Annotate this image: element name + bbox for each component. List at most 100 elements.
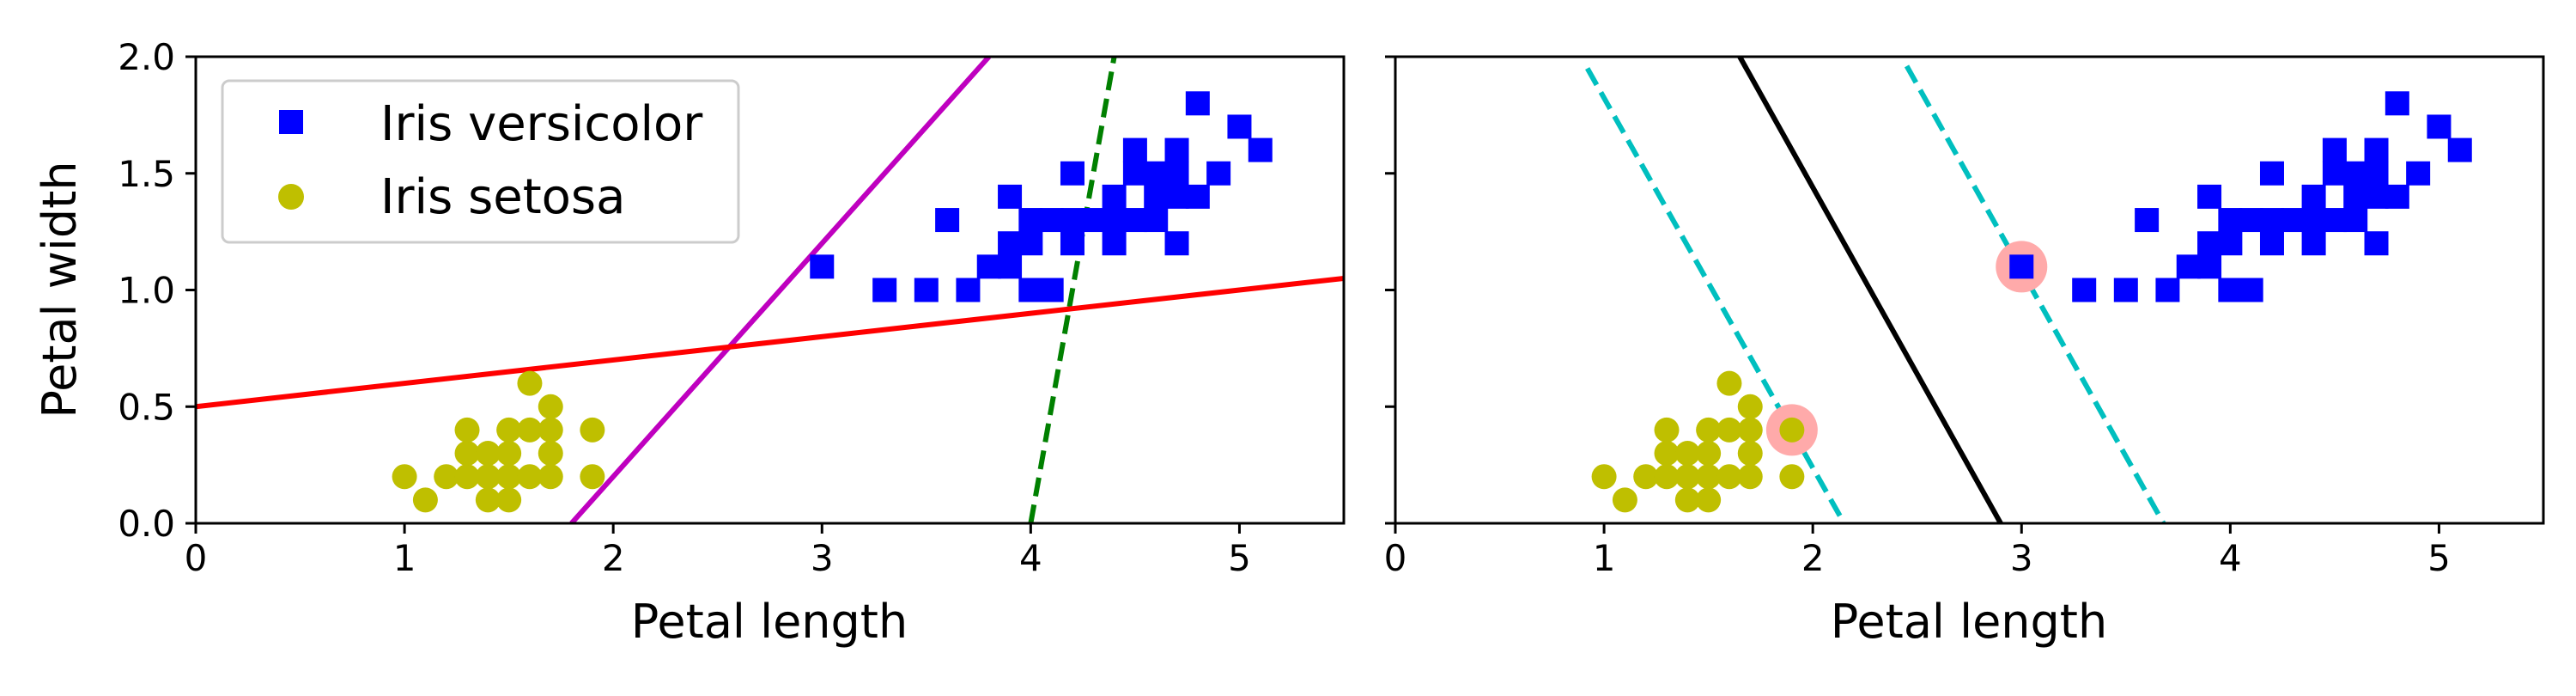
versicolor-point [1122, 208, 1147, 233]
versicolor-point [2259, 161, 2284, 186]
versicolor-point [1039, 208, 1064, 233]
setosa-point [392, 464, 417, 490]
setosa-point [475, 441, 501, 467]
versicolor-point [1164, 137, 1189, 162]
setosa-point [1779, 464, 1805, 490]
versicolor-point [976, 254, 1001, 279]
versicolor-point [2197, 254, 2222, 279]
versicolor-point [1060, 208, 1084, 233]
versicolor-point [2281, 208, 2306, 233]
versicolor-point [2009, 254, 2034, 279]
setosa-point [1654, 464, 1680, 490]
setosa-point [1591, 464, 1617, 490]
versicolor-point [2218, 231, 2243, 256]
setosa-point [517, 464, 543, 490]
versicolor-point [2406, 161, 2431, 186]
setosa-point [1716, 370, 1742, 396]
versicolor-point [998, 184, 1023, 209]
legend-box [221, 79, 740, 244]
setosa-point [496, 417, 522, 443]
x-tick-label: 2 [602, 537, 625, 579]
boundary-line-0 [1028, 57, 1117, 523]
x-tick-label: 5 [2427, 537, 2451, 579]
versicolor-point [1018, 231, 1043, 256]
versicolor-point [2364, 161, 2389, 186]
setosa-point [496, 464, 522, 490]
versicolor-point [1206, 161, 1231, 186]
setosa-point [434, 464, 459, 490]
setosa-point [475, 487, 501, 513]
right-plot: 0 1 2 3 4 5 Petal length [1384, 55, 2545, 649]
versicolor-point [872, 278, 897, 302]
setosa-point [1654, 417, 1680, 443]
versicolor-point [2155, 278, 2180, 302]
boundary-line-0 [1737, 57, 2003, 523]
y-axis-label: Petal width [33, 161, 87, 418]
setosa-point [1737, 417, 1763, 443]
versicolor-point [2197, 231, 2222, 256]
setosa-point [1674, 441, 1700, 467]
versicolor-point [2364, 184, 2389, 209]
versicolor-point [2364, 231, 2389, 256]
boundary-line-2 [1904, 64, 2166, 523]
y-axis-ticks: 0.0 0.5 1.0 1.5 2.0 [118, 36, 196, 545]
x-axis-ticks: 0 1 2 3 4 5 [185, 523, 1251, 579]
legend: Iris versicolor Iris setosa [221, 79, 740, 244]
boundary-line-2 [196, 275, 1344, 410]
versicolor-point [1144, 184, 1169, 209]
versicolor-point [2259, 208, 2284, 233]
legend-marker-setosa [278, 184, 304, 210]
setosa-point [517, 370, 543, 396]
versicolor-point [2364, 137, 2389, 162]
versicolor-point [2322, 161, 2347, 186]
versicolor-point [1164, 161, 1189, 186]
versicolor-point [2301, 184, 2326, 209]
x-tick-label: 2 [1801, 537, 1825, 579]
setosa-point [1779, 417, 1805, 443]
setosa-point [1674, 464, 1700, 490]
versicolor-point [2343, 161, 2368, 186]
x-axis-label: Petal length [631, 595, 908, 649]
boundary-line-1 [569, 57, 991, 523]
setosa-point [1612, 487, 1637, 513]
x-tick-label: 5 [1228, 537, 1251, 579]
versicolor-point [1122, 161, 1147, 186]
x-tick-label: 1 [393, 537, 416, 579]
versicolor-point [914, 278, 939, 302]
plot-area [196, 57, 1344, 523]
versicolor-point [2301, 231, 2326, 256]
x-tick-label: 3 [2010, 537, 2033, 579]
x-tick-label: 4 [2219, 537, 2242, 579]
versicolor-point [998, 231, 1023, 256]
setosa-point [517, 417, 543, 443]
setosa-point [496, 441, 522, 467]
versicolor-point [1102, 231, 1127, 256]
setosa-point [580, 464, 605, 490]
y-axis-ticks [1385, 55, 1395, 525]
setosa-point [1696, 441, 1722, 467]
versicolor-point [2239, 278, 2263, 302]
versicolor-point [1018, 278, 1043, 302]
versicolor-point [2259, 231, 2284, 256]
boundary-line-1 [1585, 67, 1847, 523]
versicolor-point [2322, 208, 2347, 233]
y-tick-label: 1.0 [118, 270, 175, 312]
setosa-point [1737, 464, 1763, 490]
versicolor-point [2197, 184, 2222, 209]
versicolor-point [956, 278, 981, 302]
versicolor-point [1060, 231, 1084, 256]
versicolor-point [2072, 278, 2097, 302]
setosa-point [454, 464, 480, 490]
x-tick-label: 0 [185, 537, 208, 579]
versicolor-point [1039, 278, 1064, 302]
legend-label-setosa: Iris setosa [380, 169, 625, 225]
setosa-point [538, 394, 563, 419]
versicolor-point [1185, 184, 1210, 209]
plot-area [1585, 57, 2472, 523]
setosa-point [1737, 441, 1763, 467]
versicolor-point [1060, 161, 1084, 186]
versicolor-point [1164, 184, 1189, 209]
versicolor-point [1081, 208, 1106, 233]
versicolor-point [1164, 231, 1189, 256]
setosa-point [1654, 441, 1680, 467]
